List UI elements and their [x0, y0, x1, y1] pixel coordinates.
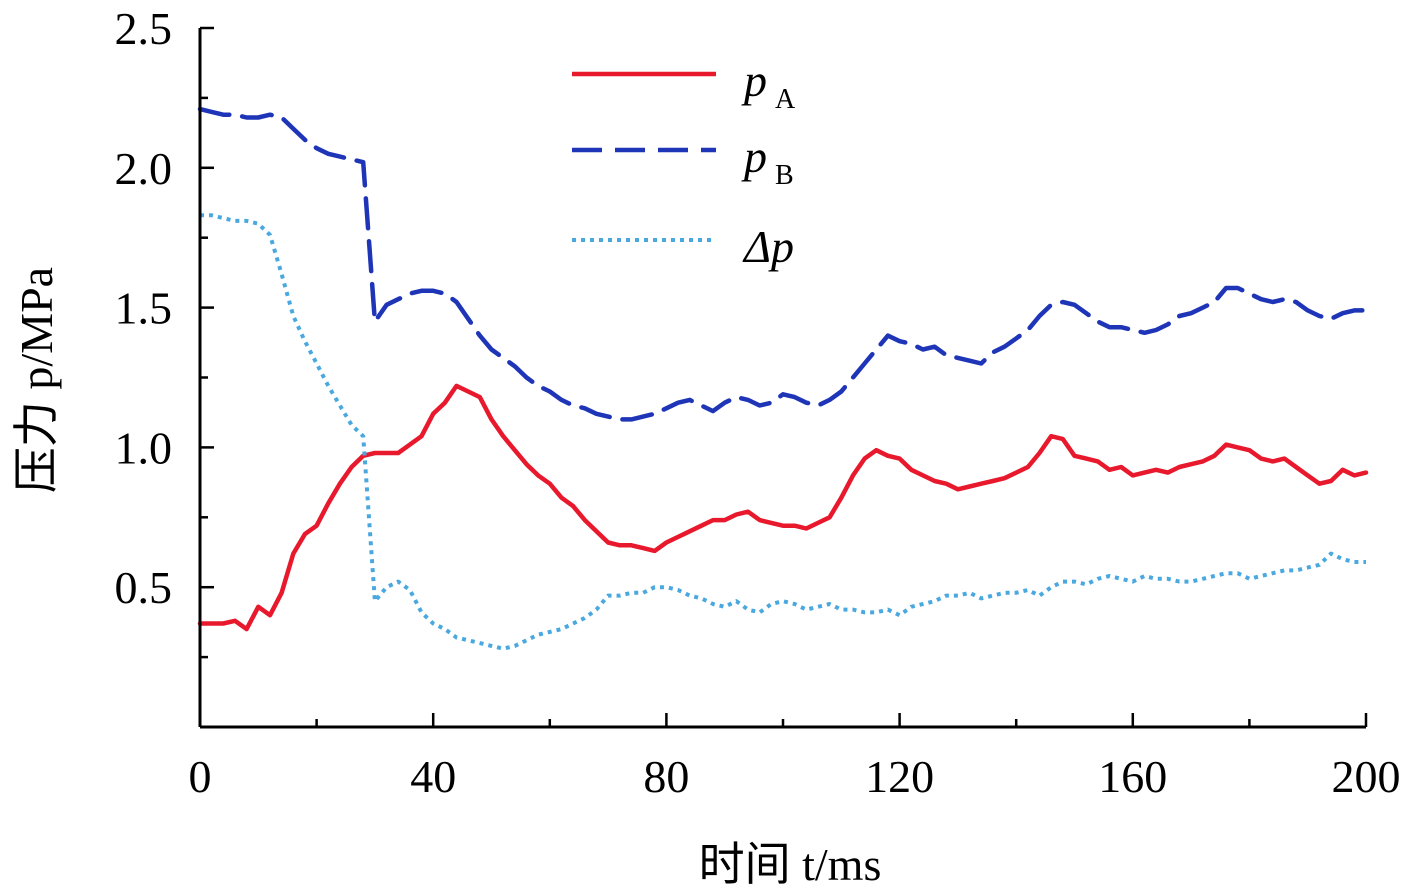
x-tick-label: 40 [410, 751, 456, 802]
x-axis-title: 时间 t/ms [699, 839, 882, 890]
y-tick-label: 2.5 [115, 3, 173, 54]
legend: p A p B Δp [572, 55, 796, 272]
tick-labels: 0 40 80 120 160 200 0.5 1.0 1.5 2.0 2.5 [115, 3, 1401, 802]
axes [198, 28, 1366, 729]
y-tick-label: 2.0 [115, 143, 173, 194]
y-tick-label: 0.5 [115, 562, 173, 613]
y-tick-label: 1.0 [115, 422, 173, 473]
series-line-dp [200, 213, 1366, 651]
x-tick-label: 0 [189, 751, 212, 802]
x-tick-label: 120 [865, 751, 934, 802]
series-line-pB [197, 106, 1369, 422]
x-tick-label: 200 [1332, 751, 1401, 802]
legend-label-dp: Δp [742, 221, 794, 272]
x-tick-label: 80 [643, 751, 689, 802]
x-tick-label: 160 [1098, 751, 1167, 802]
series-line-pA [197, 383, 1369, 632]
y-tick-label: 1.5 [115, 283, 173, 334]
series-lines [197, 106, 1369, 651]
y-axis-title: 压力 p/MPa [11, 267, 62, 493]
tick-marks [198, 26, 1368, 727]
